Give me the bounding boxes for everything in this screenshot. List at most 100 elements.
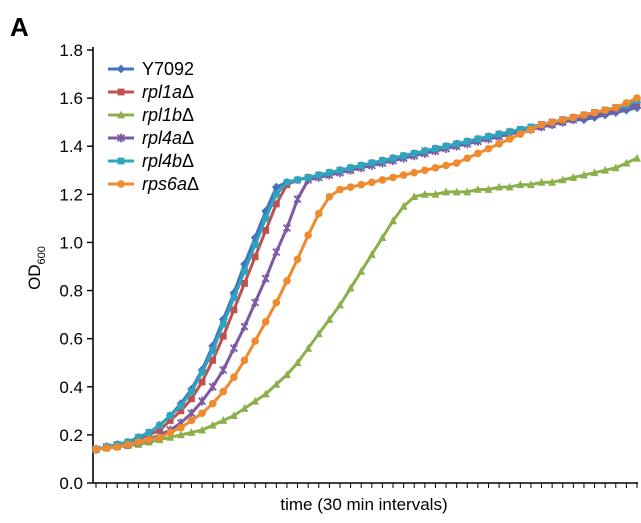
y-tick-label: 1.2 [59, 185, 83, 204]
legend-swatch-marker [117, 88, 125, 96]
data-point [431, 164, 440, 172]
x-axis-label: time (30 min intervals) [280, 495, 447, 514]
data-point [283, 277, 291, 285]
data-point [209, 347, 217, 355]
data-point [506, 128, 514, 136]
data-point [463, 154, 472, 163]
data-point [410, 168, 419, 177]
data-point [368, 159, 376, 167]
data-point [156, 426, 164, 434]
legend-label: rpl1bΔ [142, 105, 194, 125]
legend-label: rps6aΔ [142, 174, 199, 194]
data-point [325, 192, 334, 201]
data-point [283, 370, 291, 379]
data-point [304, 231, 312, 240]
legend-label: Y7092 [142, 59, 194, 79]
series-lines [91, 94, 641, 454]
data-point [261, 274, 270, 283]
data-point [442, 187, 450, 196]
data-point [304, 174, 312, 181]
legend-item: Y7092 [108, 59, 194, 79]
data-point [293, 255, 302, 264]
data-point [442, 161, 450, 170]
data-point [294, 176, 301, 184]
data-point [198, 378, 206, 386]
y-tick-label: 0.6 [59, 330, 83, 349]
data-point [633, 94, 641, 102]
legend-label: rpl4bΔ [142, 151, 194, 171]
data-point [420, 189, 429, 198]
data-point [527, 180, 535, 189]
data-point [336, 185, 344, 194]
data-point [241, 279, 248, 287]
data-point [113, 443, 122, 451]
data-point [611, 163, 620, 172]
data-point [251, 396, 260, 405]
data-point [622, 158, 631, 167]
data-point [283, 178, 291, 186]
data-point [548, 118, 556, 126]
data-point [272, 247, 281, 257]
data-point [569, 173, 578, 181]
data-point [516, 130, 525, 138]
data-point [293, 358, 302, 367]
y-tick-label: 0.0 [59, 474, 83, 493]
data-point [251, 298, 260, 307]
data-point [590, 168, 599, 177]
data-point [198, 368, 206, 376]
data-point [219, 365, 228, 375]
data-point [156, 421, 164, 429]
data-point [336, 300, 344, 309]
data-point [166, 428, 175, 437]
data-point [230, 294, 238, 302]
data-point [346, 183, 355, 191]
data-point [272, 379, 281, 388]
y-tick-label: 0.4 [59, 378, 83, 397]
data-point [633, 153, 641, 162]
series-rps6a [92, 94, 641, 454]
data-point [505, 135, 514, 143]
data-point [432, 145, 439, 153]
data-point [505, 182, 514, 191]
data-point [272, 298, 281, 307]
legend-item: rpl1bΔ [108, 105, 194, 125]
data-point [421, 166, 429, 175]
svg-text:OD600: OD600 [25, 246, 48, 290]
data-point [198, 409, 206, 418]
y-axis-label-subscript: 600 [36, 246, 48, 264]
data-point [442, 142, 450, 150]
data-point [346, 283, 355, 292]
data-point [452, 159, 461, 167]
data-point [357, 162, 365, 169]
data-point [219, 320, 227, 328]
data-point [399, 201, 408, 210]
y-tick-label: 1.0 [59, 233, 83, 252]
legend-swatch-marker [116, 64, 126, 74]
data-point [251, 253, 259, 261]
data-point [177, 423, 185, 432]
data-point [569, 113, 578, 122]
data-point [262, 227, 270, 234]
legend-swatch-marker [117, 110, 125, 119]
data-point [187, 428, 196, 436]
data-point [336, 166, 344, 174]
data-point [208, 382, 217, 392]
data-point [240, 404, 249, 412]
data-point [177, 407, 185, 415]
data-point [431, 189, 440, 198]
data-point [368, 178, 376, 187]
data-point [261, 318, 270, 326]
data-point [198, 396, 207, 406]
data-point [145, 435, 153, 444]
series-line [95, 96, 638, 451]
series-rpl1b [92, 153, 641, 453]
data-point [219, 416, 228, 424]
data-point [400, 152, 408, 160]
data-point [314, 329, 323, 338]
data-point [241, 267, 248, 275]
legend-swatch-marker [117, 180, 125, 188]
data-point [166, 412, 174, 420]
data-point [347, 164, 354, 172]
data-point [166, 417, 174, 424]
